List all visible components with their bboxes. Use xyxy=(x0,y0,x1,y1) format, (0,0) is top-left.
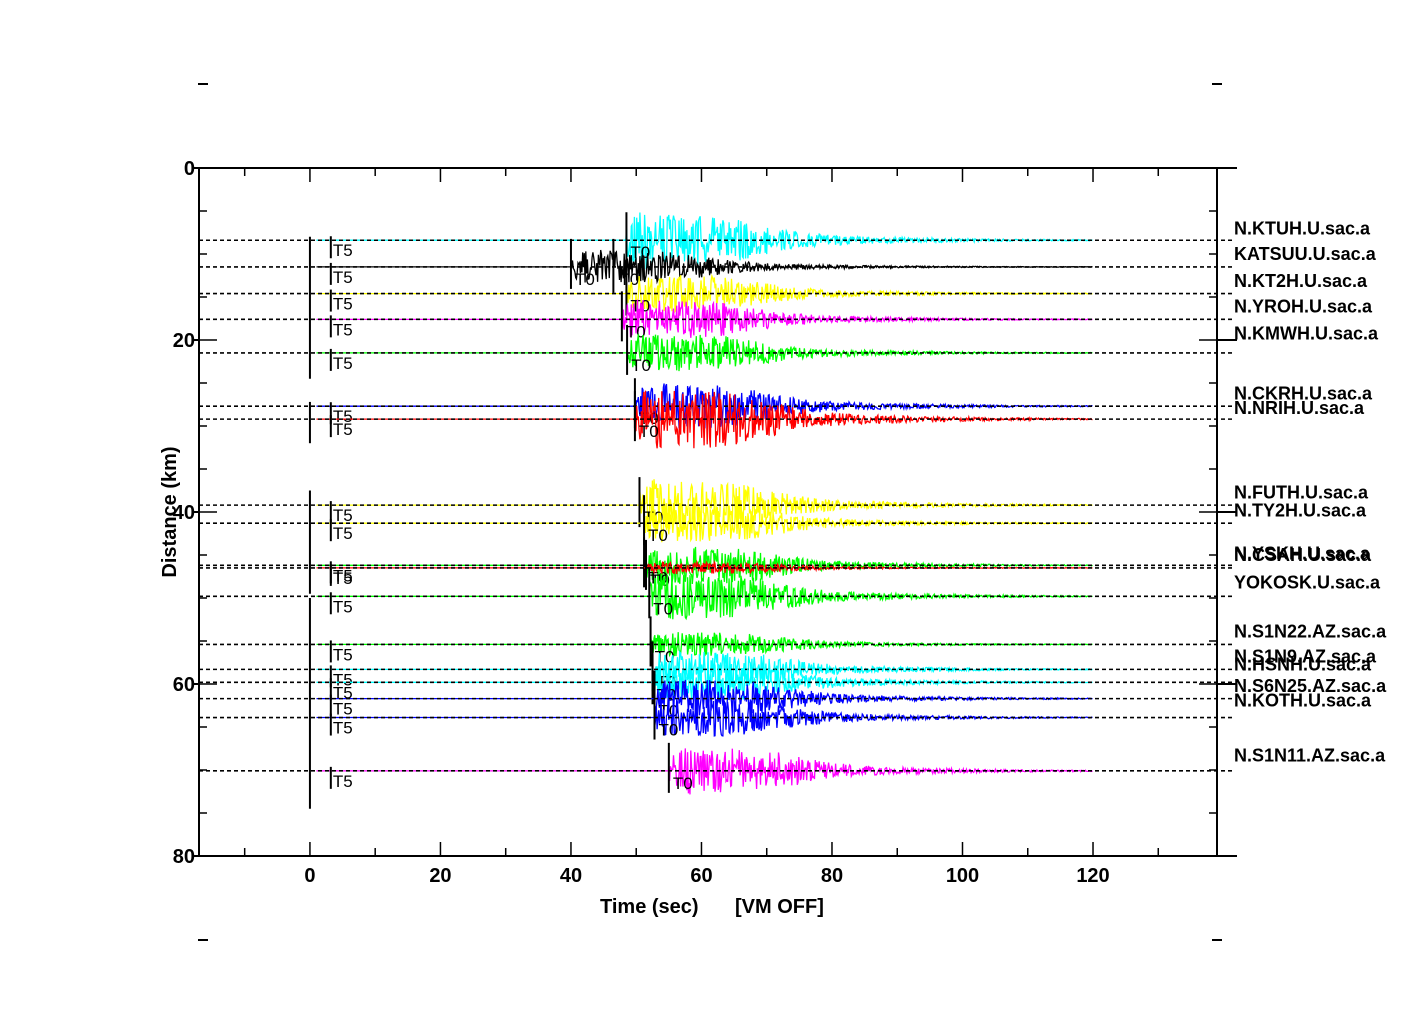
pick-label-t5: T5 xyxy=(333,772,353,791)
y-tick-label: 20 xyxy=(173,330,195,352)
plot-frame: 0 20 40 60 80 100 120 0 20 40 60 80 xyxy=(173,158,1237,887)
x-tick-label: 0 xyxy=(304,865,315,887)
pick-label-t0: T0 xyxy=(653,599,673,618)
x-tick-label: 100 xyxy=(946,865,979,887)
pick-label-t5: T5 xyxy=(333,295,353,314)
station-label: N.S1N11.AZ.sac.a xyxy=(1234,746,1386,766)
y-tick-label: 80 xyxy=(173,846,195,868)
pick-label-t0: T0 xyxy=(673,774,693,793)
pick-label-t5: T5 xyxy=(333,683,353,702)
pick-label-t5: T5 xyxy=(333,524,353,543)
pick-label-t5: T5 xyxy=(333,719,353,738)
pick-label-t5: T5 xyxy=(333,569,353,588)
x-tick-label: 120 xyxy=(1076,865,1109,887)
x-axis-title: Time (sec) xyxy=(600,896,699,918)
y-tick-label: 0 xyxy=(184,158,195,180)
station-label: N.HSNH.U.sac.a xyxy=(1234,654,1372,674)
y-tick-label: 40 xyxy=(173,502,195,524)
x-tick-label: 40 xyxy=(560,865,582,887)
x-tick-label: 60 xyxy=(690,865,712,887)
station-label: N.S1N22.AZ.sac.a xyxy=(1234,622,1387,642)
station-label: N.KT2H.U.sac.a xyxy=(1234,271,1368,291)
station-label: N.CKRH.U.sac.a xyxy=(1234,383,1373,403)
station-label: N.S1N9.AZ.sac.a xyxy=(1234,647,1377,667)
station-labels: N.KTUH.U.sac.a KATSUU.U.sac.a N.KT2H.U.sac… xyxy=(1234,218,1387,765)
pick-label-t5: T5 xyxy=(333,241,353,260)
trace-N.NRIH.U.sac.a: T0 T5 xyxy=(199,390,1235,449)
x-axis-note: [VM OFF] xyxy=(735,896,824,918)
pick-label-t5: T5 xyxy=(333,566,353,585)
trace-N.S1N11.AZ.sac.a: T0 T5 xyxy=(199,742,1235,795)
pick-label-t5: T5 xyxy=(333,700,353,719)
trace-KATSUU.U.sac.a: T0 T0 T5 xyxy=(199,238,1235,293)
station-label: N.TY2H.U.sac.a xyxy=(1234,500,1367,520)
trace-N.KMWH.U.sac.a: T0 T5 xyxy=(199,324,1235,375)
pick-label-t0: T0 xyxy=(631,356,651,375)
pick-label-t5: T5 xyxy=(333,320,353,339)
corner-marks xyxy=(198,83,1222,941)
station-label: N.KTUH.U.sac.a xyxy=(1234,218,1371,238)
pick-label-t0: T0 xyxy=(639,422,659,441)
trace-N.KOTH.U.sac.a: T0 T5 xyxy=(199,689,1235,740)
pick-label-t0: T0 xyxy=(575,270,595,289)
station-label: N.KOTH.U.sac.a xyxy=(1234,690,1372,710)
trace-YOKOSK.U.sac.a: T0 T5 xyxy=(199,568,1235,621)
station-label: N.S6N25.AZ.sac.a xyxy=(1234,676,1387,696)
station-label: N.NRIH.U.sac.a xyxy=(1234,398,1365,418)
pick-label-t5: T5 xyxy=(333,420,353,439)
pick-label-t0: T0 xyxy=(648,526,668,545)
station-label: N.YROH.U.sac.a xyxy=(1234,297,1373,317)
station-label: N.FUTH.U.sac.a xyxy=(1234,482,1369,502)
trace-N.KT2H.U.sac.a: T0 T5 xyxy=(199,265,1235,316)
pick-label-t5: T5 xyxy=(333,670,353,689)
trace-N.TY2H.U.sac.a: T0 T5 xyxy=(199,495,1235,546)
station-label: KATSUU.U.sac.a xyxy=(1234,244,1377,264)
y-axis-title: Distance (km) xyxy=(159,446,181,577)
station-label: N.YSKH.U.sac.a xyxy=(1234,543,1371,563)
trace-N.YROH.U.sac.a: T0 T5 xyxy=(199,291,1235,342)
x-tick-label: 80 xyxy=(821,865,843,887)
pick-label-t0: T0 xyxy=(619,270,639,289)
pick-label-t5: T5 xyxy=(333,354,353,373)
x-tick-label: 20 xyxy=(429,865,451,887)
pick-label-t5: T5 xyxy=(333,506,353,525)
pick-label-t0: T0 xyxy=(658,721,678,740)
pick-label-t5: T5 xyxy=(333,268,353,287)
pick-label-t5: T5 xyxy=(333,407,353,426)
station-label: YOKOSK.U.sac.a xyxy=(1234,573,1381,593)
pick-label-t0: T0 xyxy=(626,322,646,341)
station-label: N.CSAH.U.sac.a xyxy=(1234,545,1372,565)
y-tick-label: 60 xyxy=(173,674,195,696)
station-label: N.KMWH.U.sac.a xyxy=(1234,323,1379,343)
pick-label-t5: T5 xyxy=(333,597,353,616)
pick-label-t5: T5 xyxy=(333,645,353,664)
